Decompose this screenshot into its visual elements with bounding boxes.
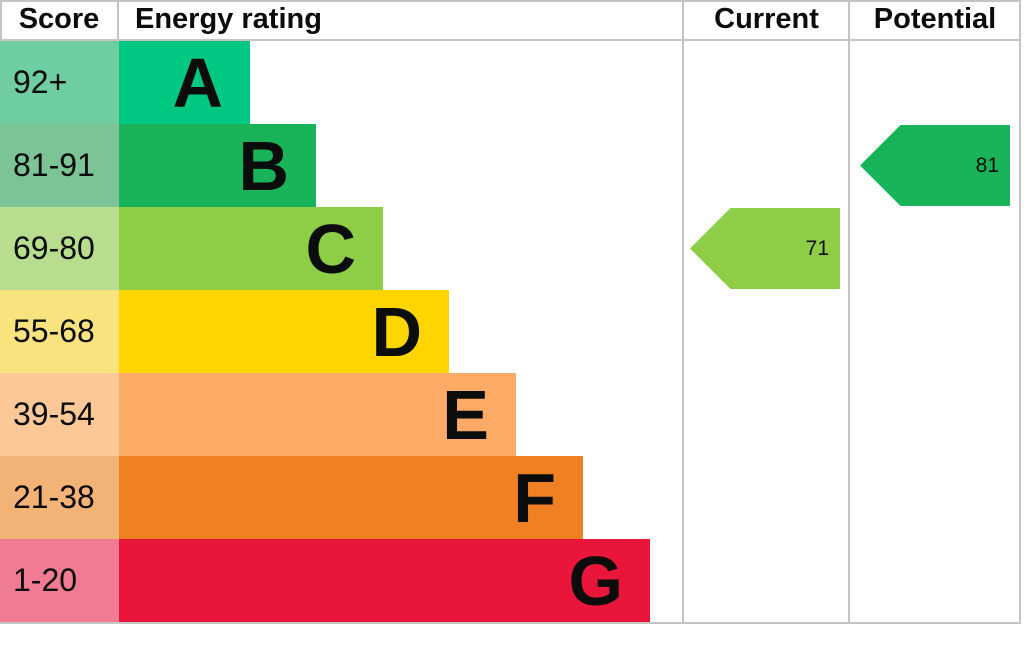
band-bar-e: E bbox=[119, 373, 516, 456]
band-letter-c: C bbox=[305, 209, 356, 288]
score-range-c: 69-80 bbox=[0, 207, 119, 290]
divider-bottom bbox=[0, 622, 1021, 624]
band-row-d: 55-68 D bbox=[0, 290, 650, 373]
divider-current-column bbox=[682, 0, 684, 624]
current-rating-value: 71 bbox=[805, 236, 829, 260]
band-letter-b: B bbox=[238, 126, 289, 205]
band-row-a: 92+ A bbox=[0, 41, 650, 124]
potential-rating-value: 81 bbox=[975, 153, 999, 177]
score-range-a: 92+ bbox=[0, 41, 119, 124]
score-range-f: 21-38 bbox=[0, 456, 119, 539]
divider-top bbox=[0, 0, 1021, 2]
band-row-e: 39-54 E bbox=[0, 373, 650, 456]
band-row-g: 1-20 G bbox=[0, 539, 650, 622]
band-bar-f: F bbox=[119, 456, 583, 539]
header-score: Score bbox=[18, 3, 100, 35]
divider-potential-column bbox=[848, 0, 850, 624]
band-bar-b: B bbox=[119, 124, 316, 207]
band-letter-f: F bbox=[513, 458, 556, 537]
score-range-g: 1-20 bbox=[0, 539, 119, 622]
divider-score-rating bbox=[117, 0, 119, 41]
band-letter-e: E bbox=[442, 375, 489, 454]
band-bar-a: A bbox=[119, 41, 250, 124]
score-range-b: 81-91 bbox=[0, 124, 119, 207]
band-letter-g: G bbox=[568, 541, 623, 620]
current-rating-arrow: 71 bbox=[690, 208, 840, 289]
divider-left-header bbox=[0, 0, 2, 41]
score-range-e: 39-54 bbox=[0, 373, 119, 456]
band-row-b: 81-91 B bbox=[0, 124, 650, 207]
band-letter-d: D bbox=[371, 292, 422, 371]
band-row-f: 21-38 F bbox=[0, 456, 650, 539]
potential-rating-arrow: 81 bbox=[860, 125, 1010, 206]
divider-header-bottom bbox=[0, 39, 1021, 41]
band-bar-g: G bbox=[119, 539, 650, 622]
band-letter-a: A bbox=[172, 43, 223, 122]
header-current: Current bbox=[714, 3, 819, 35]
band-bar-c: C bbox=[119, 207, 383, 290]
band-bar-d: D bbox=[119, 290, 449, 373]
header-energy-rating: Energy rating bbox=[135, 3, 322, 35]
band-rows: 92+ A 81-91 B 69-80 C 55-68 D 39-54 E 21-38 F 1-20 G bbox=[0, 41, 650, 622]
band-row-c: 69-80 C bbox=[0, 207, 650, 290]
header-potential: Potential bbox=[873, 3, 997, 35]
score-range-d: 55-68 bbox=[0, 290, 119, 373]
divider-right bbox=[1019, 0, 1021, 624]
